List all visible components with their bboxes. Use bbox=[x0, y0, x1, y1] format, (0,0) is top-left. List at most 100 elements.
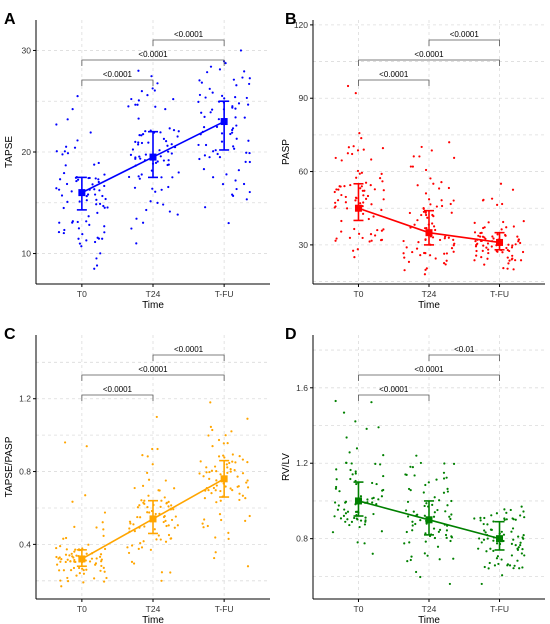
data-point bbox=[66, 152, 70, 155]
data-point bbox=[66, 580, 70, 583]
data-point bbox=[447, 186, 451, 190]
data-point bbox=[346, 518, 349, 521]
data-point bbox=[197, 143, 200, 147]
data-point bbox=[348, 451, 351, 454]
data-point bbox=[100, 558, 103, 561]
data-point bbox=[160, 499, 163, 502]
data-point bbox=[502, 533, 506, 536]
data-point bbox=[380, 208, 383, 212]
y-tick-label: 10 bbox=[22, 249, 32, 259]
data-point bbox=[482, 226, 485, 230]
y-tick-label: 0.8 bbox=[296, 534, 308, 544]
data-point bbox=[355, 517, 358, 520]
data-point bbox=[200, 111, 203, 114]
data-point bbox=[419, 461, 423, 465]
data-point bbox=[452, 250, 455, 253]
data-point bbox=[151, 87, 154, 90]
data-point bbox=[511, 527, 515, 530]
data-point bbox=[234, 116, 237, 119]
data-point bbox=[381, 489, 384, 492]
data-point bbox=[244, 519, 247, 522]
data-point bbox=[427, 481, 430, 484]
data-point bbox=[512, 567, 515, 570]
data-point bbox=[235, 137, 238, 140]
data-point bbox=[64, 536, 68, 540]
data-point bbox=[489, 528, 493, 531]
data-point bbox=[416, 184, 419, 187]
data-point bbox=[411, 524, 414, 527]
data-point bbox=[71, 555, 74, 558]
data-point bbox=[406, 560, 409, 563]
data-point bbox=[101, 521, 104, 524]
data-point bbox=[376, 228, 379, 232]
data-point bbox=[205, 466, 208, 469]
data-point bbox=[202, 475, 205, 478]
data-point bbox=[511, 188, 515, 191]
data-point bbox=[506, 256, 509, 259]
data-point bbox=[137, 69, 140, 72]
data-point bbox=[75, 574, 78, 577]
data-point bbox=[162, 137, 166, 141]
data-point bbox=[349, 468, 352, 472]
data-point bbox=[499, 182, 503, 185]
data-point bbox=[149, 548, 152, 551]
data-point bbox=[209, 111, 212, 114]
data-point bbox=[405, 246, 408, 249]
data-point bbox=[206, 524, 209, 528]
data-point bbox=[73, 560, 76, 563]
data-point bbox=[419, 254, 422, 257]
data-point bbox=[514, 518, 517, 521]
data-point bbox=[68, 554, 71, 557]
data-point bbox=[474, 245, 478, 248]
data-point bbox=[238, 492, 241, 495]
data-point bbox=[481, 235, 485, 238]
data-point bbox=[417, 241, 420, 244]
data-point bbox=[198, 157, 201, 161]
data-point bbox=[507, 243, 510, 246]
data-point bbox=[381, 147, 385, 150]
data-point bbox=[424, 238, 427, 241]
data-point bbox=[245, 481, 248, 484]
data-point bbox=[379, 463, 382, 466]
data-point bbox=[173, 487, 176, 490]
data-point bbox=[166, 144, 169, 147]
data-point bbox=[353, 227, 356, 231]
data-point bbox=[450, 499, 453, 503]
data-point bbox=[409, 489, 412, 492]
median-marker bbox=[425, 516, 433, 524]
data-point bbox=[95, 526, 98, 529]
data-point bbox=[366, 498, 369, 501]
data-point bbox=[170, 143, 173, 146]
data-point bbox=[512, 225, 515, 228]
p-value-label: <0.0001 bbox=[379, 385, 409, 394]
data-point bbox=[358, 131, 361, 135]
data-point bbox=[352, 145, 355, 148]
data-point bbox=[382, 228, 385, 231]
data-point bbox=[133, 486, 136, 490]
data-point bbox=[333, 190, 336, 194]
data-point bbox=[202, 125, 206, 129]
data-point bbox=[136, 103, 139, 106]
data-point bbox=[479, 235, 482, 238]
data-point bbox=[237, 169, 240, 172]
data-point bbox=[372, 215, 375, 218]
data-point bbox=[369, 233, 373, 236]
data-point bbox=[136, 515, 139, 519]
data-point bbox=[223, 97, 226, 100]
data-point bbox=[489, 547, 492, 550]
data-point bbox=[495, 512, 499, 515]
data-point bbox=[433, 536, 437, 540]
data-point bbox=[248, 82, 251, 86]
data-point bbox=[353, 256, 356, 259]
data-point bbox=[415, 454, 418, 457]
data-point bbox=[153, 528, 156, 531]
data-point bbox=[237, 485, 240, 488]
data-point bbox=[230, 430, 233, 433]
data-point bbox=[510, 542, 513, 546]
data-point bbox=[245, 151, 248, 154]
data-point bbox=[483, 516, 486, 520]
data-point bbox=[87, 543, 90, 546]
data-point bbox=[153, 89, 156, 92]
data-point bbox=[174, 515, 177, 518]
data-point bbox=[444, 510, 447, 513]
